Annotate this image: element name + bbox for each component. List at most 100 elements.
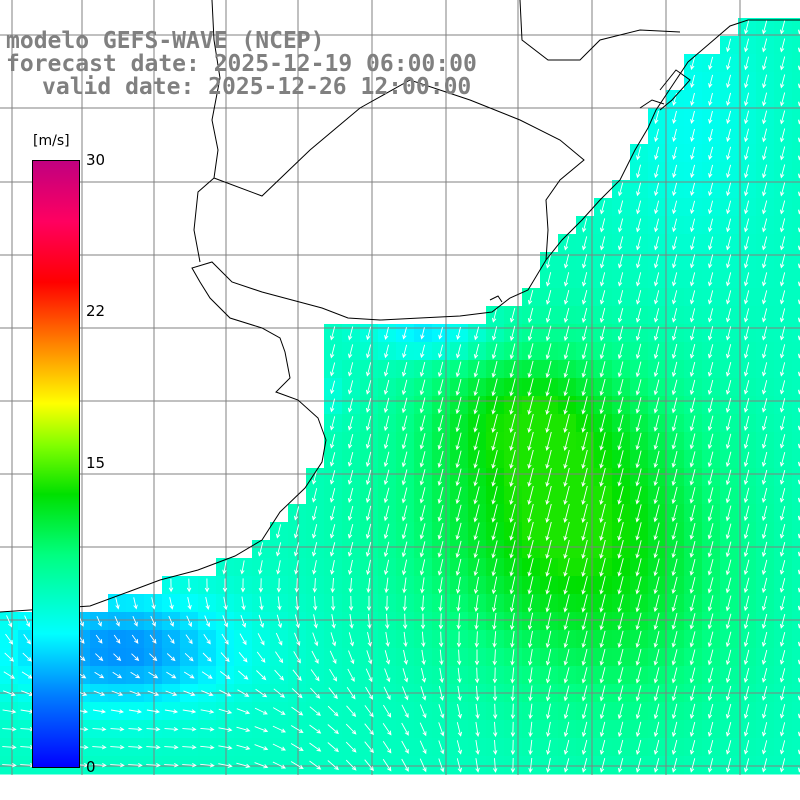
wind-arrow <box>492 649 497 666</box>
wind-arrow <box>671 685 678 702</box>
wind-arrow <box>383 487 390 504</box>
wind-arrow <box>23 634 31 645</box>
wind-arrow <box>545 325 552 342</box>
wind-arrow <box>474 326 480 341</box>
wind-arrow <box>456 758 463 773</box>
wind-arrow <box>708 110 713 124</box>
wind-arrow <box>761 308 768 323</box>
wind-arrow <box>96 616 102 627</box>
wind-arrow <box>617 594 624 613</box>
wind-arrow <box>92 709 106 714</box>
wind-arrow <box>293 542 300 557</box>
wind-arrow <box>329 416 336 431</box>
wind-arrow <box>275 632 283 646</box>
colorbar <box>32 160 80 768</box>
wind-arrow <box>258 578 264 593</box>
wind-arrow <box>348 632 355 647</box>
wind-arrow <box>347 451 354 467</box>
wind-arrow <box>761 667 768 683</box>
wind-arrow <box>725 667 732 684</box>
wind-arrow <box>545 485 552 505</box>
wind-arrow <box>2 763 17 768</box>
wind-arrow <box>545 289 552 305</box>
wind-arrow <box>636 146 642 161</box>
wind-arrow <box>527 576 534 595</box>
wind-arrow <box>581 449 588 469</box>
wind-arrow <box>780 74 786 89</box>
wind-arrow <box>475 740 480 755</box>
wind-arrow <box>311 506 318 521</box>
wind-arrow <box>509 378 516 397</box>
colorbar-tick-0: 0 <box>86 758 96 776</box>
wind-arrow <box>382 741 392 754</box>
wind-arrow <box>313 614 318 629</box>
wind-arrow <box>509 449 516 469</box>
wind-arrow <box>365 668 373 683</box>
wind-arrow <box>401 451 408 468</box>
wind-arrow <box>294 614 300 629</box>
wind-arrow <box>725 703 732 719</box>
wind-arrow <box>707 577 714 594</box>
wind-arrow <box>617 685 624 702</box>
wind-arrow <box>581 254 588 269</box>
wind-arrow <box>743 523 750 540</box>
wind-arrow <box>653 649 660 666</box>
wind-arrow <box>617 648 624 666</box>
wind-arrow <box>256 651 266 663</box>
wind-arrow <box>276 614 283 629</box>
wind-arrow <box>366 595 372 612</box>
wind-arrow <box>419 469 426 486</box>
wind-arrow <box>653 757 660 773</box>
wind-arrow <box>419 559 426 576</box>
wind-arrow <box>545 272 552 287</box>
wind-arrow <box>383 379 390 395</box>
wind-arrow <box>147 690 160 696</box>
wind-speed-cell <box>792 558 800 577</box>
wind-arrow <box>258 614 265 629</box>
wind-arrow <box>743 272 750 287</box>
wind-arrow <box>275 542 282 557</box>
wind-arrow <box>761 631 768 647</box>
wind-arrow <box>129 690 142 696</box>
wind-arrow <box>455 378 462 396</box>
wind-arrow <box>419 397 426 414</box>
wind-arrow <box>563 739 570 755</box>
wind-arrow <box>473 361 480 378</box>
wind-arrow <box>689 308 696 323</box>
wind-arrow <box>743 740 750 755</box>
wind-arrow <box>348 326 354 341</box>
wind-arrow <box>726 110 732 125</box>
wind-arrow <box>473 378 480 397</box>
wind-arrow <box>183 690 196 696</box>
wind-arrow <box>204 615 211 628</box>
wind-arrow <box>473 486 480 505</box>
wind-arrow <box>419 379 426 396</box>
wind-arrow <box>743 722 750 737</box>
wind-arrow <box>743 451 750 468</box>
wind-arrow <box>743 631 750 648</box>
wind-arrow-field <box>2 20 800 774</box>
wind-arrow <box>492 631 497 648</box>
wind-arrow <box>779 380 786 395</box>
wind-arrow <box>546 721 551 738</box>
wind-arrow <box>131 634 139 644</box>
wind-arrow <box>240 578 246 593</box>
wind-arrow <box>401 704 409 719</box>
wind-arrow <box>329 524 336 539</box>
wind-arrow <box>185 634 193 645</box>
wind-speed-cell <box>792 306 800 325</box>
wind-arrow <box>438 685 445 701</box>
wind-arrow <box>635 522 642 541</box>
wind-arrow <box>545 539 552 559</box>
wind-arrow <box>328 687 338 700</box>
wind-arrow <box>527 503 534 523</box>
wind-arrow <box>635 504 642 523</box>
wind-arrow <box>510 649 515 666</box>
wind-arrow <box>384 650 391 665</box>
wind-arrow <box>421 631 426 648</box>
wind-arrow <box>218 745 233 750</box>
wind-arrow <box>707 361 714 377</box>
wind-arrow <box>654 218 660 233</box>
wind-arrow <box>309 760 322 770</box>
